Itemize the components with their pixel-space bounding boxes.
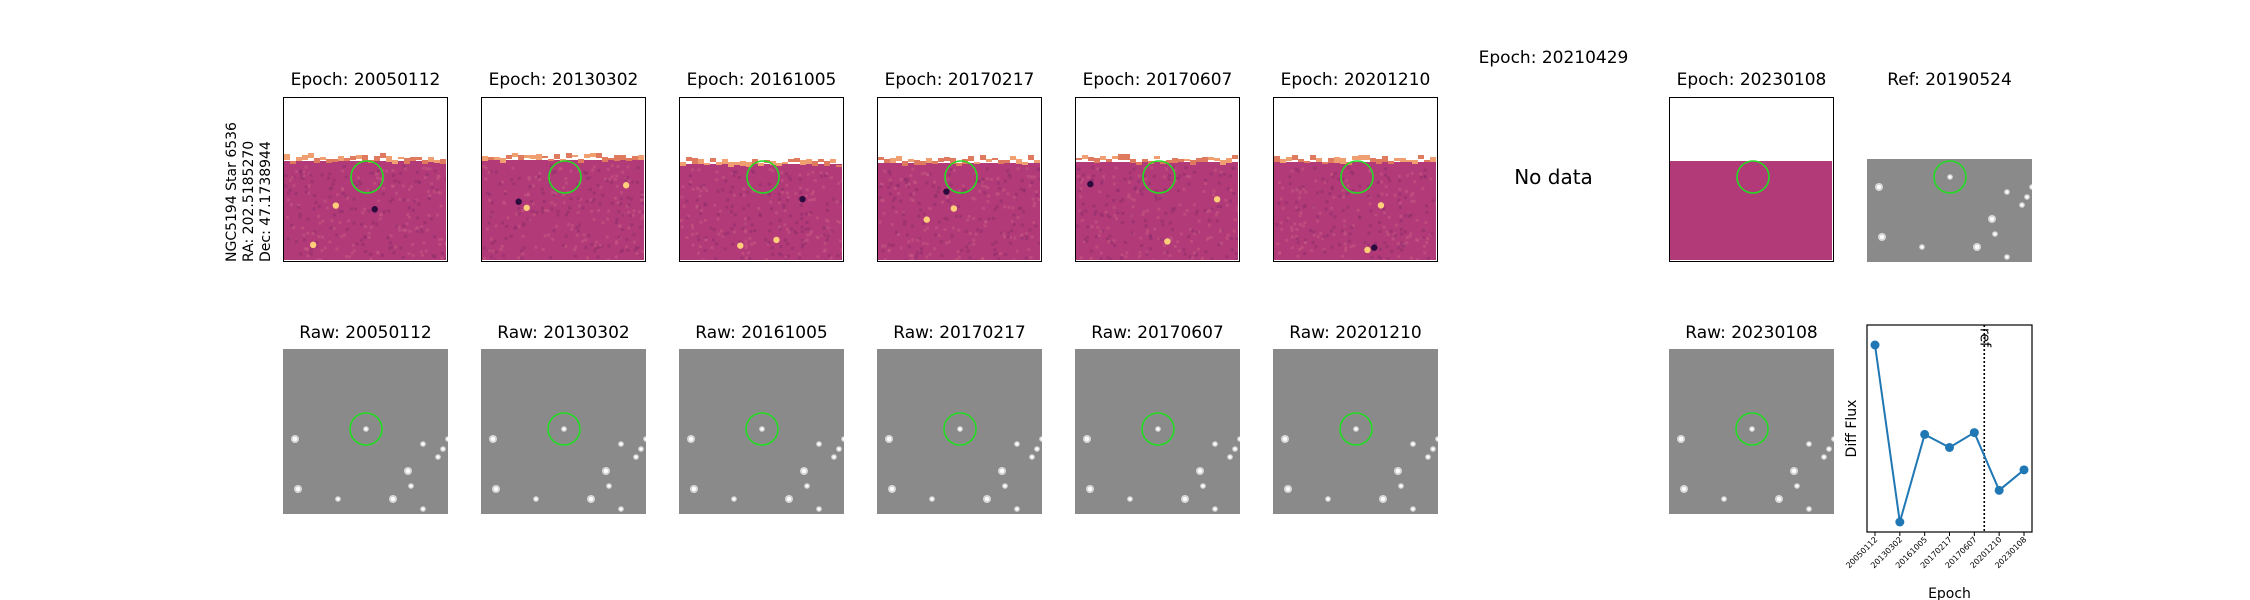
data-point (1995, 486, 2004, 495)
data-point (1871, 341, 1880, 350)
data-point (1920, 430, 1929, 439)
x-axis-label: Epoch (1928, 586, 1971, 600)
data-point (1945, 443, 1954, 452)
chart-axes-frame (1867, 325, 2032, 532)
data-point (1970, 428, 1979, 437)
data-point (2020, 465, 2029, 474)
ref-line-label: ref (1976, 328, 1992, 348)
y-axis-label: Diff Flux (1844, 400, 1860, 458)
data-point (1895, 518, 1904, 527)
